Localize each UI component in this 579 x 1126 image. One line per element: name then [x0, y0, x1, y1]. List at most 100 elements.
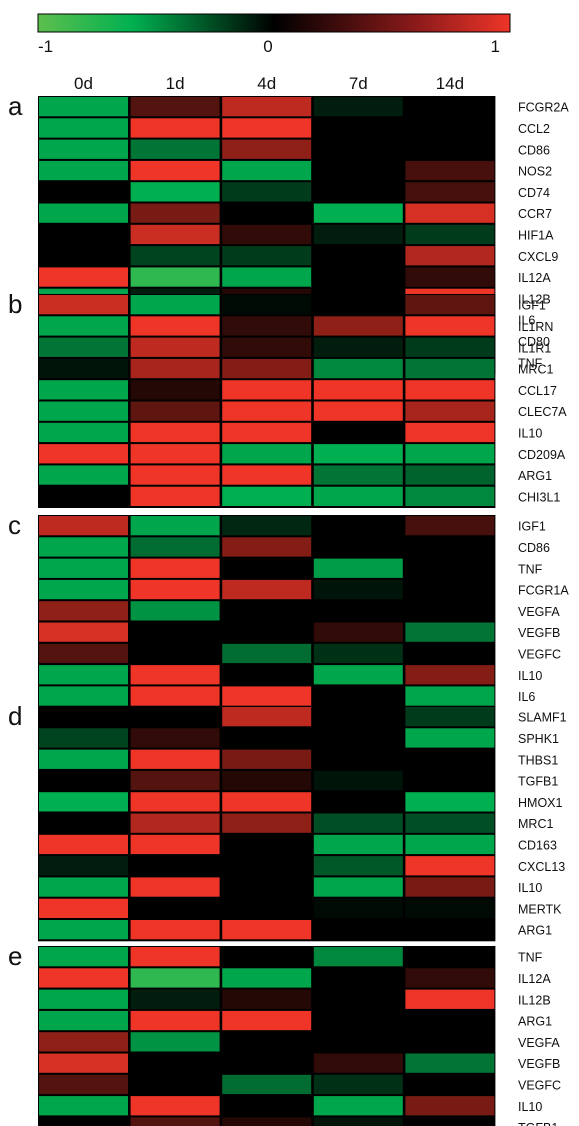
heatmap-cell — [313, 622, 403, 642]
heatmap-cell — [222, 295, 312, 315]
heatmap-cell — [222, 444, 312, 464]
row-label-CCR7: CCR7 — [518, 207, 552, 221]
row-label-NOS2: NOS2 — [518, 165, 552, 179]
heatmap-cell — [313, 444, 403, 464]
heatmap-cell — [130, 579, 220, 600]
heatmap-cell — [313, 1096, 403, 1116]
row-label-TNF: TNF — [518, 951, 543, 965]
heatmap-cell — [39, 898, 128, 918]
heatmap-cell — [313, 813, 403, 833]
heatmap-cell — [39, 267, 128, 287]
heatmap-cell — [222, 118, 312, 138]
heatmap-cell — [222, 224, 312, 245]
heatmap-cell — [222, 182, 312, 202]
heatmap-cell — [222, 516, 312, 536]
heatmap-cell — [222, 834, 312, 855]
heatmap-cell — [39, 686, 128, 706]
heatmap-cell — [405, 1053, 495, 1073]
heatmap-cell — [130, 707, 220, 727]
heatmap-cell — [130, 686, 220, 706]
heatmap-cell — [39, 813, 128, 833]
heatmap-cell — [313, 486, 403, 506]
heatmap-cell — [405, 444, 495, 464]
row-label-CD86: CD86 — [518, 143, 550, 157]
row-label-TNF: TNF — [518, 562, 543, 576]
heatmap-cell — [130, 422, 220, 443]
heatmap-cell — [313, 295, 403, 315]
row-label-HMOX1: HMOX1 — [518, 796, 563, 810]
heatmap-cell — [313, 1117, 403, 1126]
heatmap-cell — [405, 947, 495, 967]
heatmap-cell — [130, 139, 220, 159]
heatmap-cell — [222, 203, 312, 223]
heatmap-cell — [130, 989, 220, 1009]
heatmap-cell — [313, 516, 403, 536]
panel-c: c IGF1 CD86 TNF FCGR1A VEGFA VEGFB VEGFC IL10 IL6 — [8, 510, 569, 708]
row-label-IL12A: IL12A — [518, 972, 551, 986]
heatmap-cell — [313, 558, 403, 578]
row-label-MRC1: MRC1 — [518, 363, 553, 377]
row-label-CXCL9: CXCL9 — [518, 250, 558, 264]
row-label-ARG1: ARG1 — [518, 469, 552, 483]
heatmap-cell — [405, 295, 495, 315]
panel-d: d SLAMF1 SPHK1 THBS1 TGFB1 HMOX1 MRC1 CD163 CXCL… — [8, 701, 567, 942]
row-label-TNF: TNF — [518, 356, 543, 370]
heatmap-cell — [39, 947, 128, 967]
heatmap-cell — [313, 160, 403, 181]
heatmap-cell — [313, 401, 403, 421]
heatmap-cell — [405, 728, 495, 748]
row-label-VEGFC: VEGFC — [518, 647, 561, 661]
heatmap-cell — [130, 160, 220, 181]
row-label-VEGFA: VEGFA — [518, 1036, 560, 1050]
row-label-FCGR1A: FCGR1A — [518, 584, 569, 598]
heatmap-cell — [405, 622, 495, 642]
heatmap-cell — [222, 920, 312, 940]
heatmap-cell — [130, 380, 220, 400]
heatmap-cell — [222, 898, 312, 918]
heatmap-cell — [39, 537, 128, 557]
heatmap-cell — [39, 1053, 128, 1073]
heatmap-cell — [313, 97, 403, 117]
heatmap-cell — [222, 813, 312, 833]
heatmap-cell — [222, 246, 312, 266]
heatmap-cell — [313, 203, 403, 223]
heatmap-cell — [39, 97, 128, 117]
heatmap-cell — [222, 486, 312, 506]
heatmap-cell — [222, 968, 312, 988]
heatmap-cell — [130, 358, 220, 379]
colorbar — [37, 13, 511, 33]
heatmap-cell — [130, 246, 220, 266]
heatmap-cell — [222, 537, 312, 557]
row-label-CLEC7A: CLEC7A — [518, 405, 567, 419]
heatmap-cell — [130, 643, 220, 664]
heatmap-cell — [313, 316, 403, 336]
heatmap-cell — [39, 1117, 128, 1126]
heatmap-cell — [313, 686, 403, 706]
heatmap-cell — [222, 643, 312, 664]
column-header-14d: 14d — [436, 74, 464, 93]
heatmap-cell — [405, 537, 495, 557]
heatmap-cell — [39, 558, 128, 578]
heatmap-cell — [222, 401, 312, 421]
heatmap-cell — [130, 224, 220, 245]
heatmap-cell — [130, 295, 220, 315]
heatmap-cell — [130, 267, 220, 287]
row-label-IL1RN: IL1RN — [518, 320, 553, 334]
panel-label-a: a — [8, 91, 23, 121]
heatmap-cell — [39, 295, 128, 315]
heatmap-cell — [405, 792, 495, 812]
heatmap-cell — [222, 579, 312, 600]
heatmap-cell — [405, 516, 495, 536]
heatmap-cell — [405, 813, 495, 833]
panel-b: b IGF1 IL1RN IL1R1 MRC1 CCL17 CLEC7A IL10 CD209A… — [8, 289, 567, 508]
heatmap-cell — [39, 422, 128, 443]
heatmap-cell — [39, 579, 128, 600]
heatmap-cell — [313, 1032, 403, 1052]
heatmap-cell — [130, 516, 220, 536]
heatmap-cell — [222, 665, 312, 685]
heatmap-cell — [405, 203, 495, 223]
panel-label-b: b — [8, 289, 22, 319]
heatmap-cell — [222, 267, 312, 287]
heatmap-cell — [222, 1074, 312, 1095]
